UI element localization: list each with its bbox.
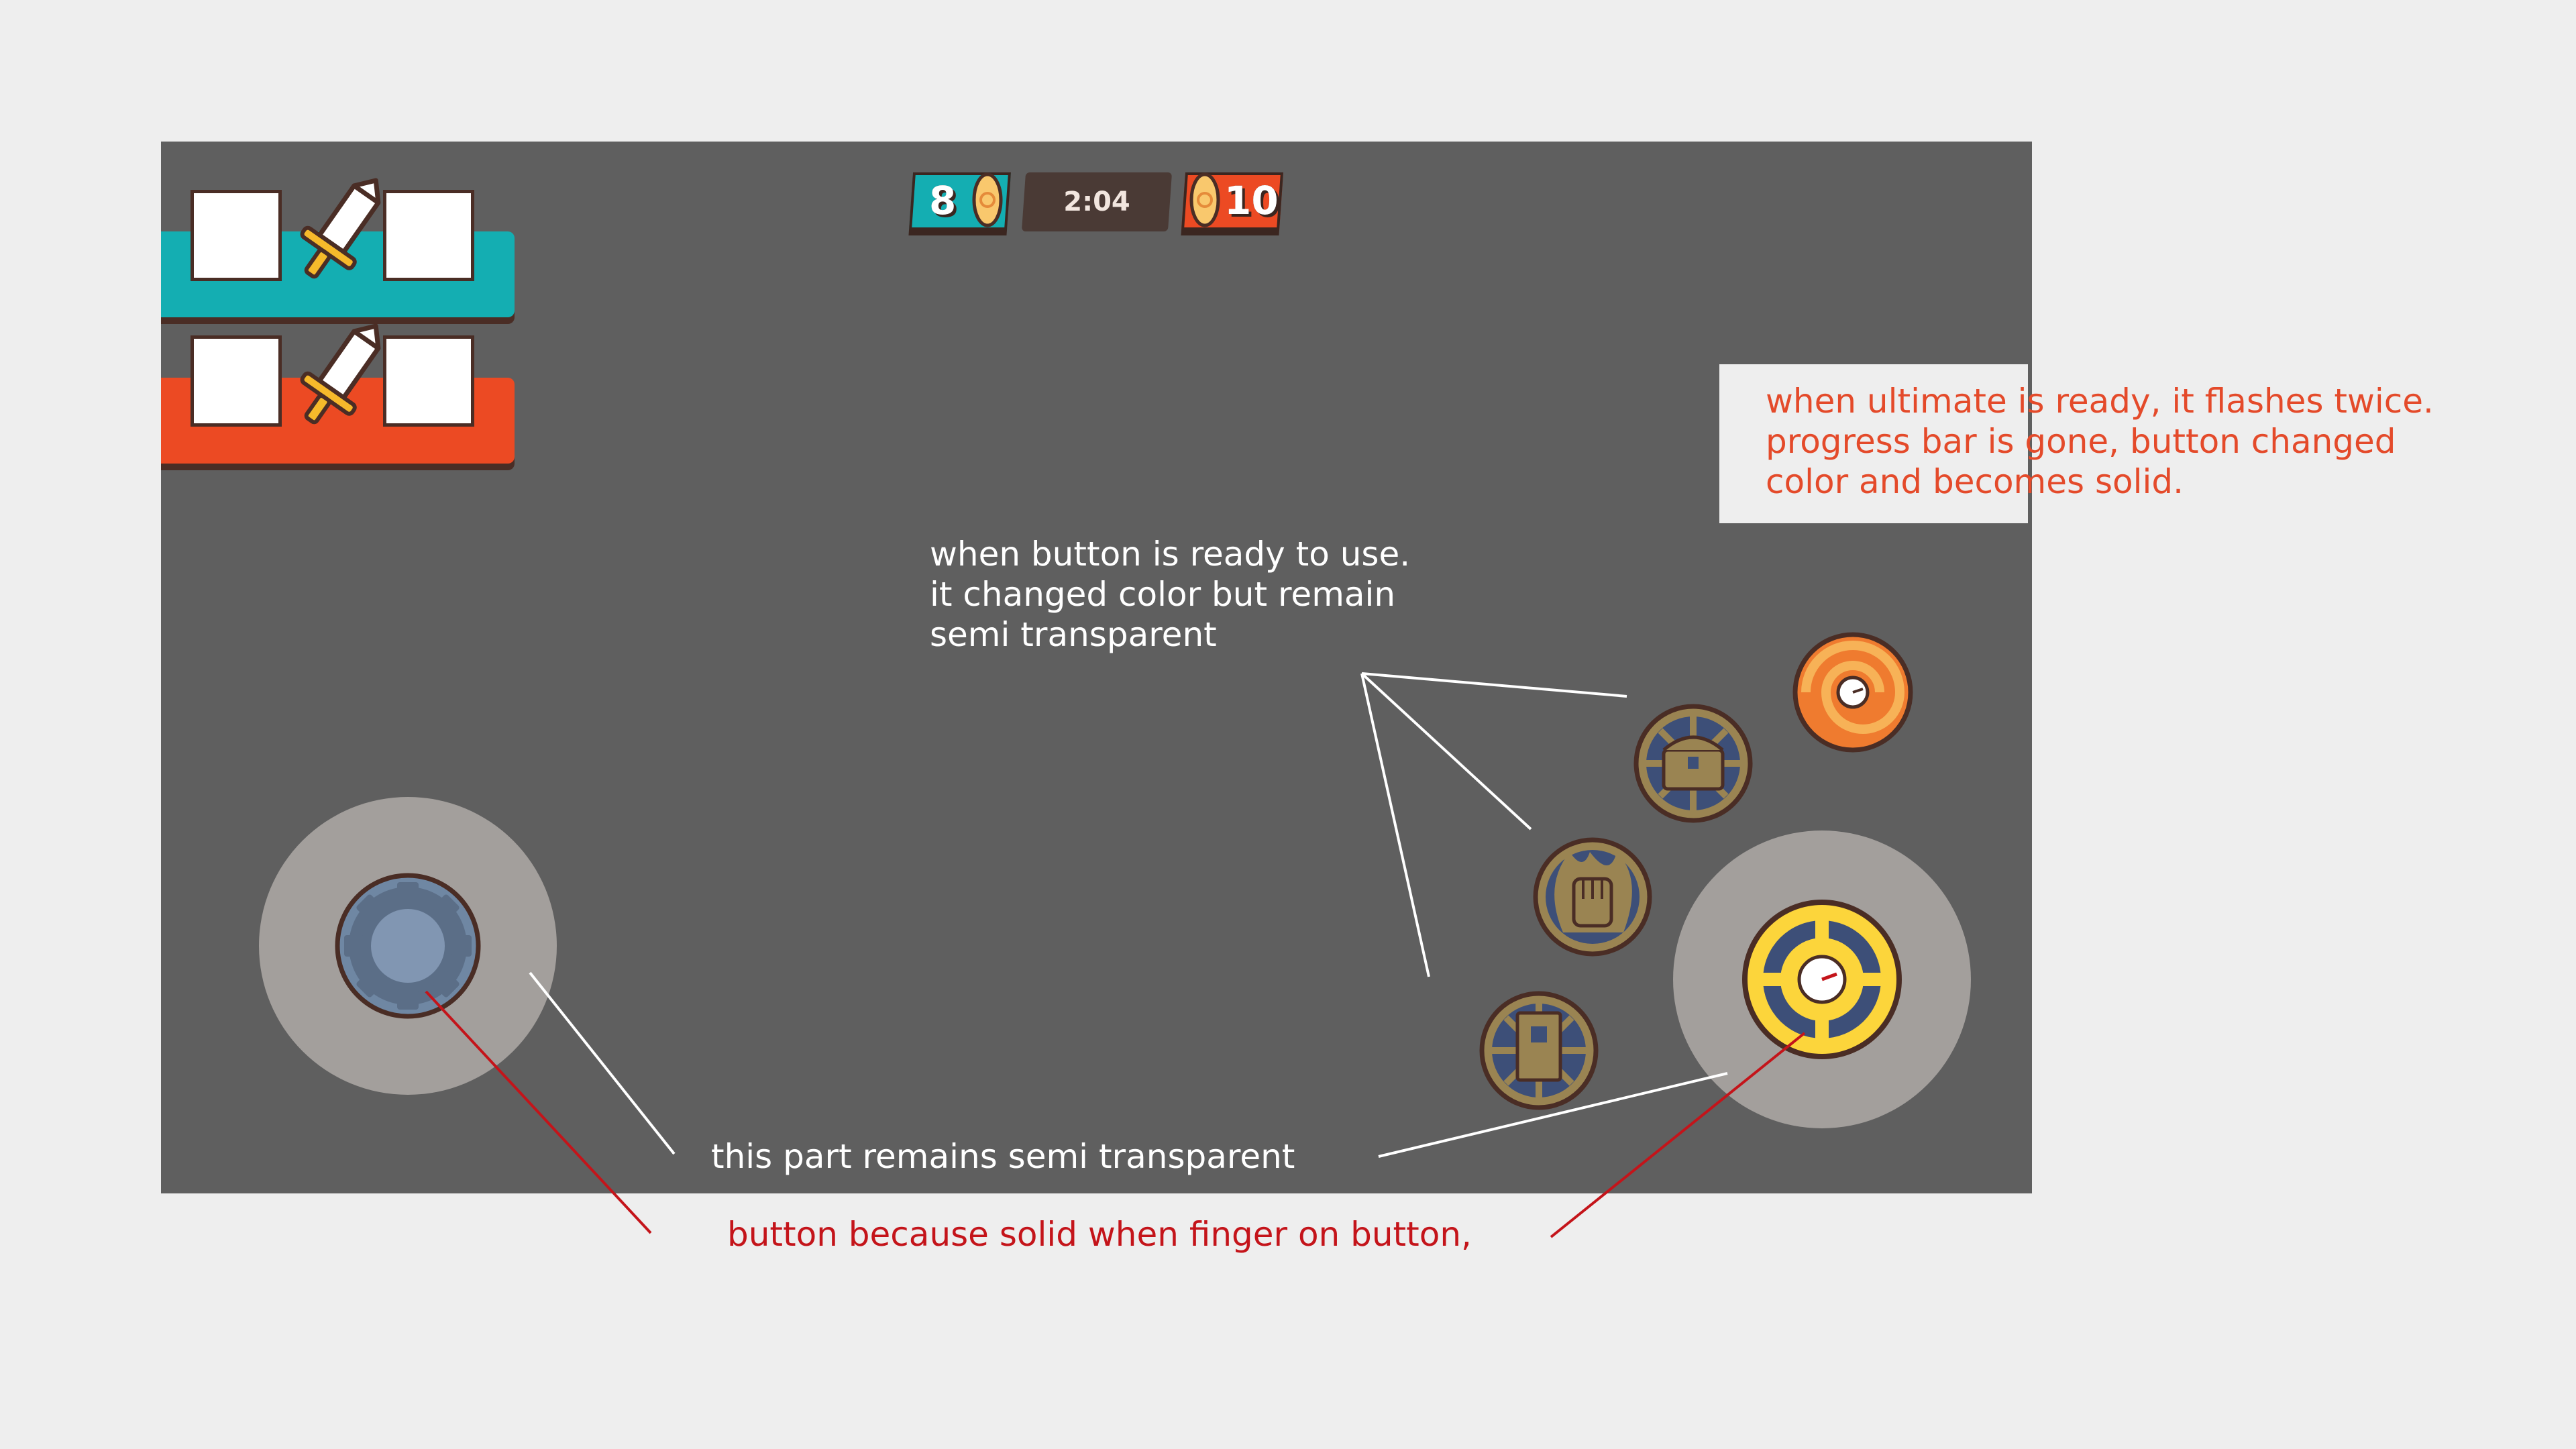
red-player-1-slot — [191, 335, 282, 427]
fist-icon[interactable] — [1533, 837, 1652, 957]
ready-button-note: when button is ready to use. it changed … — [930, 535, 1411, 654]
solid-annotation-lines — [425, 990, 1806, 1238]
gear-icon[interactable] — [335, 873, 481, 1019]
ultimate-callout-box — [1719, 364, 2028, 523]
blue-player-2-slot — [383, 190, 474, 281]
target-icon[interactable] — [1742, 900, 1902, 1059]
blue-player-1-slot — [191, 190, 282, 281]
sword-icon — [300, 323, 381, 425]
semi-transparent-note: this part remains semi transparent — [711, 1137, 1295, 1176]
spiral-icon[interactable] — [1792, 632, 1913, 753]
sword-icon — [300, 178, 381, 279]
blue-seed-icon — [972, 172, 1003, 227]
ready-annotation-lines — [529, 672, 1728, 1158]
solid-button-note: button because solid when finger on butt… — [727, 1215, 1472, 1254]
red-score: 10 — [1224, 178, 1279, 223]
ultimate-ready-note: when ultimate is ready, it flashes twice… — [1766, 382, 2434, 501]
red-seed-icon — [1189, 172, 1220, 227]
red-player-2-slot — [383, 335, 474, 427]
banner-icon[interactable] — [1479, 991, 1599, 1110]
treasure-chest-icon[interactable] — [1633, 704, 1753, 823]
blue-score: 8 — [929, 178, 957, 223]
